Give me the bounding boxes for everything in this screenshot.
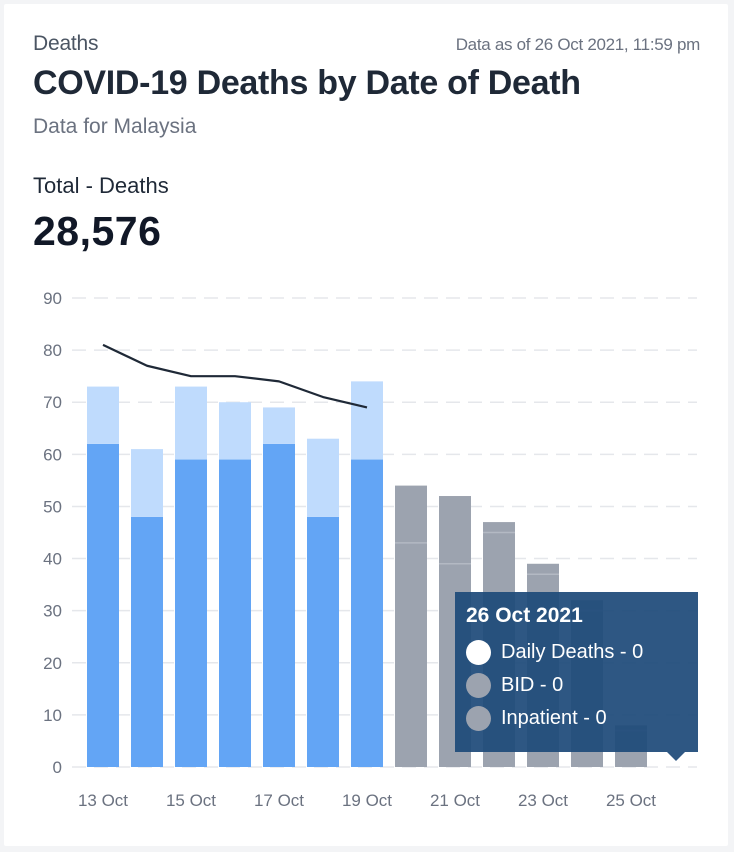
bar-bid-5: [307, 516, 339, 767]
x-tick-label: 19 Oct: [342, 791, 392, 810]
bar-bid-0: [87, 443, 119, 767]
y-tick-label: 40: [43, 550, 62, 569]
bar-inpatient-8: [439, 496, 471, 564]
total-label: Total - Deaths: [33, 173, 169, 198]
grid-lines: [72, 297, 697, 768]
y-tick-label: 30: [43, 602, 62, 621]
y-tick-label: 20: [43, 654, 62, 673]
y-tick-label: 60: [43, 445, 62, 464]
x-tick-label: 25 Oct: [606, 791, 656, 810]
x-tick-label: 15 Oct: [166, 791, 216, 810]
legend-dot-icon: [466, 673, 491, 698]
bar-inpatient-4: [263, 407, 295, 444]
bar-inpatient-7: [395, 485, 427, 543]
x-axis: 13 Oct 15 Oct 17 Oct 19 Oct 21 Oct 23 Oct 25 O…: [78, 791, 656, 810]
bar-inpatient-6: [351, 381, 383, 460]
chart-tooltip: 26 Oct 2021 Daily Deaths - 0 BID - 0 Inp…: [455, 592, 698, 761]
y-tick-label: 0: [53, 758, 62, 777]
bar-inpatient-3: [219, 402, 251, 460]
bar-inpatient-5: [307, 438, 339, 517]
x-tick-label: 23 Oct: [518, 791, 568, 810]
bar-inpatient-9: [483, 522, 515, 533]
y-tick-label: 70: [43, 393, 62, 412]
legend-dot-icon: [466, 706, 491, 731]
y-tick-label: 50: [43, 497, 62, 516]
trend-line-path: [102, 343, 368, 409]
bar-bid-1: [131, 516, 163, 767]
total-value: 28,576: [33, 208, 162, 254]
bar-bid-6: [351, 459, 383, 767]
tooltip-label: Daily Deaths - 0: [501, 641, 644, 663]
trend-line: [102, 343, 368, 409]
tooltip-row-bid: BID - 0: [466, 669, 698, 702]
tooltip-row-daily-deaths: Daily Deaths - 0: [466, 636, 698, 669]
bar-bid-3: [219, 459, 251, 767]
bar-bid-2: [175, 459, 207, 767]
card-header: Deaths Data as of 26 Oct 2021, 11:59 pm: [33, 32, 700, 56]
y-tick-label: 10: [43, 706, 62, 725]
chart-subtitle: Data for Malaysia: [33, 115, 197, 138]
data-timestamp: Data as of 26 Oct 2021, 11:59 pm: [455, 35, 701, 54]
tooltip-date: 26 Oct 2021: [466, 604, 583, 627]
chart-title: COVID-19 Deaths by Date of Death: [33, 64, 581, 102]
bar-inpatient-1: [131, 449, 163, 517]
bar-bid-7: [395, 542, 427, 767]
bar-bid-4: [263, 443, 295, 767]
tooltip-label: Inpatient - 0: [501, 707, 607, 729]
x-tick-label: 21 Oct: [430, 791, 480, 810]
y-tick-label: 90: [43, 289, 62, 308]
legend-dot-icon: [466, 640, 491, 665]
bar-inpatient-0: [87, 386, 119, 444]
bar-inpatient-2: [175, 386, 207, 460]
tooltip-label: BID - 0: [501, 674, 564, 696]
y-axis: 0 10 20 30 40 50 60 70 80 90: [43, 289, 62, 777]
x-tick-label: 13 Oct: [78, 791, 128, 810]
tooltip-row-inpatient: Inpatient - 0: [466, 702, 698, 735]
y-tick-label: 80: [43, 341, 62, 360]
bar-inpatient-10: [527, 563, 559, 575]
section-label: Deaths: [33, 32, 99, 55]
x-tick-label: 17 Oct: [254, 791, 304, 810]
